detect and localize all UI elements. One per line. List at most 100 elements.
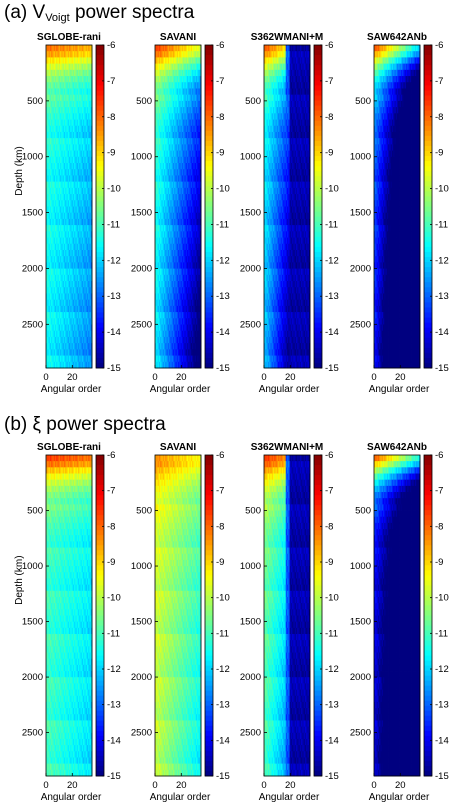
- heatmap-cell: [72, 169, 75, 176]
- heatmap-cell: [52, 281, 55, 288]
- colorbar-tick-label: -12: [216, 255, 230, 266]
- heatmap-cell: [298, 206, 301, 214]
- colorbar-segment: [205, 256, 213, 263]
- heatmap-cell: [271, 156, 274, 164]
- heatmap-cell: [53, 243, 56, 251]
- heatmap-cell: [84, 100, 87, 108]
- heatmap-cell: [161, 312, 164, 319]
- heatmap-cell: [278, 150, 280, 158]
- heatmap-cell: [162, 181, 165, 189]
- heatmap-cell: [181, 287, 184, 294]
- heatmap-cell: [276, 187, 279, 195]
- colorbar-tick-label: -7: [216, 76, 224, 87]
- heatmap-cell: [89, 268, 92, 276]
- heatmap-cell: [165, 45, 167, 52]
- heatmap-cell: [74, 361, 76, 369]
- heatmap-cell: [266, 76, 269, 83]
- heatmap-cell: [295, 144, 298, 151]
- heatmap-cell: [172, 287, 175, 294]
- colorbar-segment: [205, 332, 213, 339]
- heatmap-cell: [61, 169, 64, 176]
- heatmap-cell: [189, 138, 192, 145]
- heatmap-cell: [66, 76, 69, 83]
- heatmap-cell: [179, 194, 181, 201]
- heatmap-cell: [189, 51, 192, 58]
- heatmap-cell: [88, 63, 90, 71]
- heatmap-cell: [66, 138, 69, 145]
- heatmap-cell: [198, 51, 201, 58]
- heatmap-cell: [266, 150, 269, 158]
- heatmap-cell: [266, 194, 269, 201]
- heatmap-cell: [280, 187, 283, 195]
- heatmap-cell: [174, 181, 176, 189]
- heatmap-cell: [63, 194, 66, 201]
- heatmap-cell: [175, 281, 178, 288]
- heatmap-cell: [86, 69, 89, 77]
- heatmap-cell: [58, 355, 61, 363]
- heatmap-cell: [302, 200, 305, 207]
- heatmap-cell: [65, 305, 67, 313]
- heatmap-cell: [74, 312, 76, 319]
- heatmap-cell: [179, 206, 181, 214]
- heatmap-cell: [84, 125, 87, 133]
- heatmap-cell: [58, 349, 61, 356]
- heatmap-cell: [195, 45, 198, 52]
- heatmap-cell: [57, 206, 60, 214]
- heatmap-cell: [70, 243, 72, 251]
- heatmap-cell: [74, 100, 76, 108]
- heatmap-cell: [54, 51, 57, 58]
- heatmap-cell: [289, 156, 292, 164]
- heatmap-cell: [178, 336, 180, 344]
- heatmap-cell: [302, 212, 305, 220]
- heatmap-cell: [74, 336, 76, 344]
- heatmap-cell: [166, 144, 169, 151]
- heatmap-cell: [192, 169, 194, 176]
- heatmap-cell: [72, 82, 75, 89]
- colorbar-tick-label: -6: [107, 40, 115, 51]
- heatmap-cell: [178, 305, 180, 313]
- heatmap-cell: [53, 187, 56, 195]
- heatmap-cell: [157, 45, 160, 52]
- heatmap-cell: [194, 156, 197, 164]
- heatmap-cell: [197, 200, 199, 207]
- heatmap-cell: [72, 51, 75, 58]
- heatmap-cell: [199, 274, 202, 282]
- heatmap-cell: [79, 163, 81, 170]
- heatmap-cell: [160, 299, 162, 307]
- heatmap-cell: [65, 181, 67, 189]
- heatmap-cell: [165, 249, 167, 257]
- heatmap-cell: [76, 343, 79, 350]
- heatmap-cell: [270, 131, 273, 139]
- heatmap-cell: [174, 293, 176, 301]
- heatmap-cell: [53, 225, 56, 232]
- heatmap-cell: [178, 243, 180, 251]
- heatmap-cell: [271, 100, 274, 108]
- heatmap-cell: [70, 299, 72, 307]
- heatmap-cell: [81, 299, 84, 307]
- heatmap-cell: [52, 131, 55, 139]
- heatmap-cell: [284, 57, 287, 65]
- heatmap-cell: [190, 312, 193, 319]
- heatmap-cell: [47, 206, 49, 214]
- heatmap-cell: [66, 88, 69, 96]
- heatmap-cell: [56, 225, 58, 232]
- heatmap-cell: [85, 88, 88, 96]
- heatmap-cell: [157, 256, 160, 263]
- heatmap-cell: [185, 100, 188, 108]
- heatmap-cell: [47, 45, 49, 52]
- heatmap-cell: [171, 119, 174, 127]
- heatmap-cell: [199, 231, 202, 238]
- heatmap-cell: [302, 88, 305, 96]
- heatmap-cell: [193, 169, 196, 176]
- heatmap-cell: [184, 138, 187, 145]
- heatmap-cell: [270, 76, 273, 83]
- heatmap-cell: [49, 299, 52, 307]
- heatmap-cell: [52, 287, 55, 294]
- heatmap-cell: [304, 100, 307, 108]
- heatmap-cell: [272, 94, 275, 102]
- heatmap-cell: [155, 200, 157, 207]
- heatmap-cell: [61, 281, 64, 288]
- heatmap-cell: [290, 175, 293, 183]
- heatmap-cell: [86, 57, 89, 65]
- heatmap-cell: [90, 125, 93, 133]
